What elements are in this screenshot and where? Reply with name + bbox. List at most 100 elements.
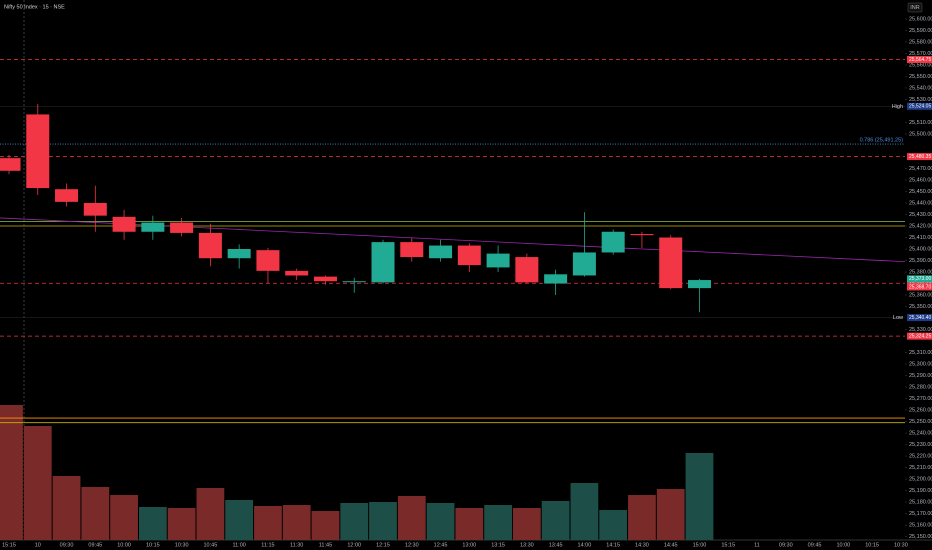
volume-bar — [512, 508, 541, 540]
volume-bar — [628, 495, 656, 540]
marker-name: High — [892, 104, 903, 110]
x-tick-label: 10:30 — [175, 542, 189, 548]
y-tick-label: 25,250.00 — [909, 419, 932, 425]
currency[interactable]: INR — [910, 5, 920, 11]
x-tick-label: 13:15 — [491, 542, 505, 548]
x-tick-label: 15:00 — [693, 542, 707, 548]
chart-title: Nifty 50 Index · 15 · NSE — [4, 4, 65, 10]
level-tag-box — [907, 153, 932, 161]
y-tick-label: 25,190.00 — [909, 488, 932, 494]
y-tick-label: 25,430.00 — [909, 212, 932, 218]
candle-body — [601, 231, 625, 253]
x-tick-label: 11 — [754, 542, 760, 548]
candle-body — [141, 222, 165, 232]
candle-body — [630, 234, 654, 236]
level-tag: 25,564.75 — [909, 57, 931, 63]
level-tag-box — [907, 279, 932, 287]
x-tick-label: 09:30 — [779, 542, 793, 548]
y-tick-label: 25,450.00 — [909, 189, 932, 195]
y-tick-label: 25,180.00 — [909, 499, 932, 505]
candle-body — [400, 242, 424, 258]
candle-body — [544, 274, 568, 284]
level-tag-box — [907, 332, 932, 340]
volume-bar — [225, 500, 254, 540]
marker-tag: 25,340.40 — [909, 315, 931, 321]
x-tick-label: 14:15 — [606, 542, 620, 548]
volume-bar — [138, 507, 167, 540]
candle-body — [515, 257, 539, 283]
candle-body — [55, 189, 79, 202]
y-tick-label: 25,290.00 — [909, 373, 932, 379]
y-tick-label: 25,260.00 — [909, 407, 932, 413]
fib-label: 0.786 (25,491.25) — [860, 138, 904, 144]
volume-bar — [570, 483, 599, 540]
candle-body — [26, 114, 50, 189]
x-tick-label: 10:00 — [117, 542, 131, 548]
level-tag-box — [907, 56, 932, 64]
volume-bar — [369, 502, 397, 540]
y-tick-label: 25,410.00 — [909, 235, 932, 241]
volume-bar — [196, 488, 225, 540]
volume-bar — [282, 505, 311, 540]
y-tick-label: 25,400.00 — [909, 246, 932, 252]
y-tick-label: 25,230.00 — [909, 442, 932, 448]
x-tick-label: 12:15 — [376, 542, 390, 548]
y-tick-label: 25,170.00 — [909, 511, 932, 517]
y-tick-label: 25,160.00 — [909, 523, 932, 529]
volume-bar — [23, 426, 52, 540]
y-tick-label: 25,300.00 — [909, 361, 932, 367]
volume-bar — [254, 506, 282, 540]
candle-body — [227, 249, 251, 259]
y-tick-label: 25,220.00 — [909, 453, 932, 459]
x-tick-label: 09:45 — [88, 542, 102, 548]
marker-tag-box — [907, 314, 932, 322]
candle-body — [198, 232, 222, 259]
y-tick-label: 25,330.00 — [909, 327, 932, 333]
marker-name: Low — [893, 315, 903, 321]
x-tick-label: 12:30 — [405, 542, 419, 548]
x-tick-label: 14:30 — [635, 542, 649, 548]
y-tick-label: 25,350.00 — [909, 304, 932, 310]
y-tick-label: 25,500.00 — [909, 131, 932, 137]
candle-body — [313, 276, 337, 282]
y-tick-label: 25,560.00 — [909, 62, 932, 68]
candle-body — [0, 158, 21, 171]
level-tag: 25,324.25 — [909, 333, 931, 339]
level-tag: 25,480.35 — [909, 154, 931, 160]
x-tick-label: 11:15 — [261, 542, 274, 548]
x-tick-label: 10 — [35, 542, 41, 548]
x-tick-label: 10:45 — [204, 542, 218, 548]
y-tick-label: 25,460.00 — [909, 177, 932, 183]
volume-bar — [685, 453, 714, 540]
x-tick-label: 14:45 — [664, 542, 678, 548]
y-tick-label: 25,200.00 — [909, 476, 932, 482]
x-tick-label: 13:45 — [549, 542, 563, 548]
currency-box[interactable] — [907, 2, 923, 13]
y-tick-label: 25,390.00 — [909, 258, 932, 264]
candle-body — [112, 216, 136, 232]
x-tick-label: 15:15 — [2, 542, 16, 548]
x-tick-label: 11:00 — [232, 542, 245, 548]
y-tick-label: 25,440.00 — [909, 200, 932, 206]
x-tick-label: 09:30 — [60, 542, 74, 548]
y-tick-label: 25,280.00 — [909, 384, 932, 390]
x-tick-label: 10:30 — [894, 542, 908, 548]
y-tick-label: 25,310.00 — [909, 350, 932, 356]
y-tick-label: 25,150.00 — [909, 534, 932, 540]
volume-bar — [484, 505, 512, 540]
candle-body — [170, 222, 194, 233]
x-tick-label: 11:45 — [319, 542, 332, 548]
y-tick-label: 25,570.00 — [909, 51, 932, 57]
price-tag-box — [907, 283, 932, 291]
y-tick-label: 25,600.00 — [909, 16, 932, 22]
candle-body — [285, 270, 309, 276]
candle-body — [659, 237, 683, 289]
y-tick-label: 25,550.00 — [909, 74, 932, 80]
x-tick-label: 13:00 — [462, 542, 476, 548]
x-tick-label: 10:15 — [146, 542, 160, 548]
candle-body — [342, 281, 366, 283]
candle-body — [457, 245, 481, 266]
